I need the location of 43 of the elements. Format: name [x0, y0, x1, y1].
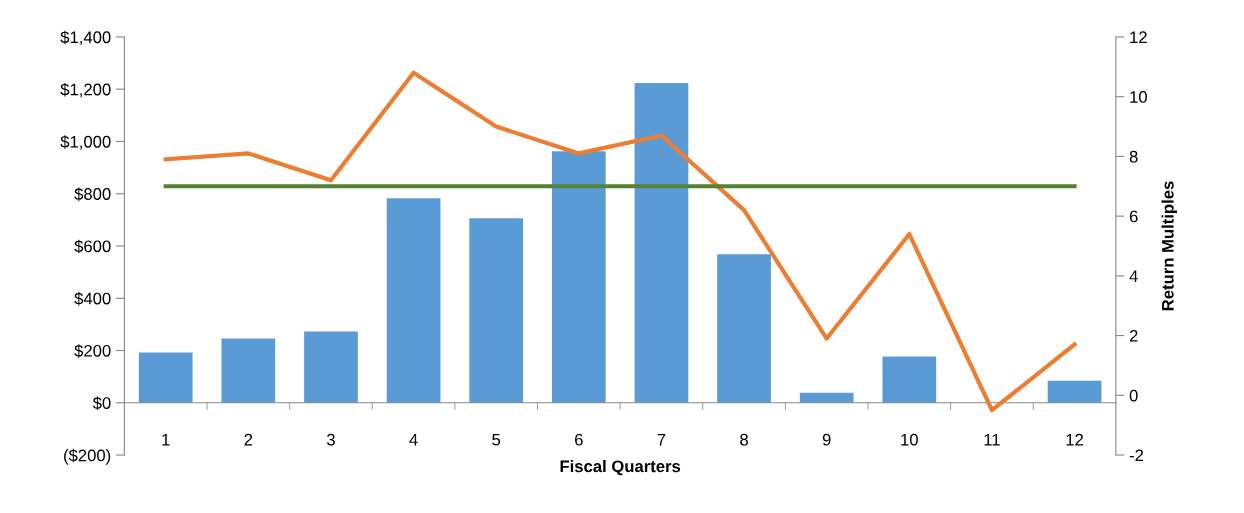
x-tick-label: 12 — [1066, 433, 1083, 446]
x-tick-label: 4 — [409, 433, 418, 446]
x-tick-label: 10 — [901, 433, 918, 446]
x-axis-title: Fiscal Quarters — [560, 459, 681, 476]
y-tick-label: $1,400 — [60, 30, 111, 46]
bar — [138, 352, 193, 403]
x-tick-label: 7 — [657, 433, 666, 446]
y2-tick-label: 12 — [1130, 31, 1147, 43]
y-tick-label: $400 — [74, 291, 111, 306]
y-tick-label: $1,200 — [60, 82, 111, 98]
y-tick-label: ($200) — [64, 448, 111, 465]
y2-tick-label: 4 — [1129, 270, 1138, 282]
y2-tick-label: 0 — [1129, 389, 1138, 402]
y-tick-label: $800 — [74, 187, 111, 201]
x-tick-label: 6 — [575, 433, 583, 446]
y2-tick-label: 10 — [1130, 91, 1147, 103]
bar — [386, 198, 441, 403]
x-tick-label: 8 — [740, 433, 748, 446]
x-tick-label: 2 — [244, 433, 253, 446]
bar — [717, 254, 771, 403]
y2-axis-title: Return Multiples — [1161, 181, 1178, 311]
y2-tick-label: 8 — [1129, 150, 1138, 163]
y-tick-label: $600 — [74, 239, 111, 254]
bar — [634, 82, 689, 403]
x-tick-label: 1 — [162, 433, 170, 446]
bar — [469, 218, 524, 403]
x-tick-label: 3 — [326, 433, 335, 446]
bar — [882, 356, 937, 403]
y2-tick-label: -2 — [1129, 449, 1144, 462]
y2-tick-label: 2 — [1129, 329, 1138, 342]
x-tick-label: 9 — [822, 433, 831, 446]
y-tick-label: $1,000 — [60, 135, 111, 150]
line-series — [163, 70, 1077, 413]
bar — [551, 151, 606, 403]
y2-tick-label: 6 — [1129, 210, 1138, 223]
bar — [304, 331, 358, 403]
bar — [221, 338, 276, 403]
y-tick-label: $200 — [74, 344, 111, 358]
y-tick-label: $0 — [92, 396, 111, 410]
bar — [1047, 380, 1102, 403]
x-tick-label: 5 — [492, 433, 501, 446]
bar — [799, 392, 854, 403]
x-tick-label: 11 — [984, 433, 1000, 446]
